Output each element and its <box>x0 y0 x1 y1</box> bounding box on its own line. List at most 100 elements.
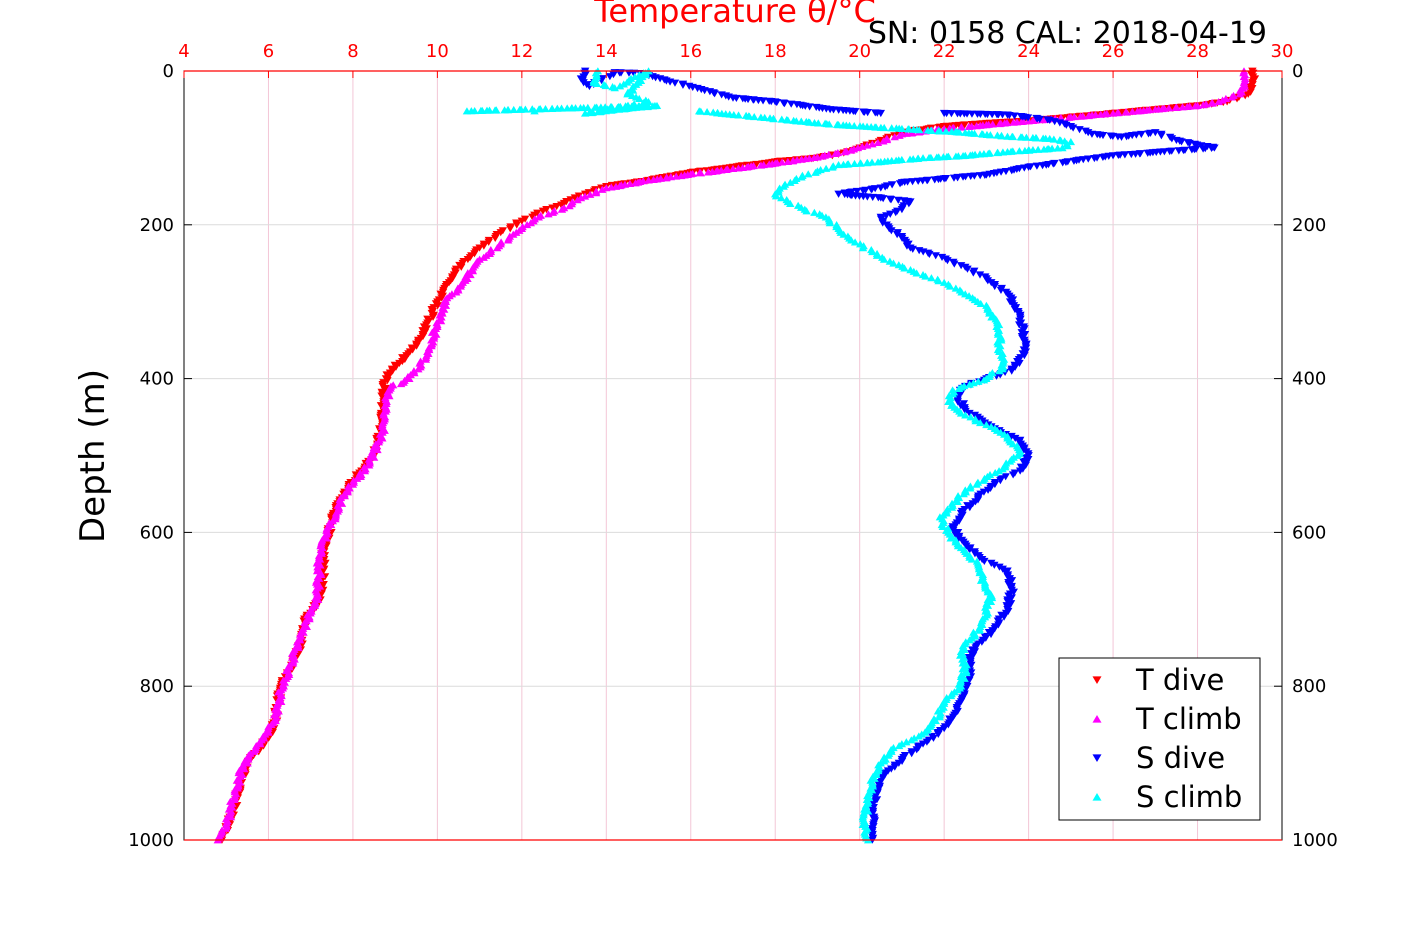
data-point <box>226 813 236 821</box>
data-point <box>1009 588 1018 596</box>
data-point <box>934 277 943 285</box>
data-point <box>452 288 461 296</box>
data-point <box>696 107 705 115</box>
data-point <box>965 504 975 512</box>
data-point <box>1174 147 1184 155</box>
data-point <box>996 286 1006 294</box>
data-point <box>851 108 860 116</box>
data-point <box>626 74 636 82</box>
data-point <box>383 377 392 385</box>
data-point <box>879 123 889 132</box>
legend-entry: T dive <box>1092 663 1224 697</box>
legend-box <box>1058 657 1261 821</box>
data-point <box>983 486 993 494</box>
data-point <box>1008 471 1018 479</box>
data-point <box>463 256 473 264</box>
data-point <box>902 242 912 250</box>
data-point <box>802 207 811 215</box>
data-point <box>462 107 472 115</box>
data-point <box>1187 146 1197 154</box>
data-point <box>956 123 966 131</box>
data-point <box>1015 321 1024 329</box>
data-point <box>935 713 944 721</box>
y-tick-label-right-5: 1000 <box>1292 830 1338 851</box>
data-point <box>484 238 493 246</box>
data-point <box>428 313 438 321</box>
data-point <box>976 419 985 427</box>
data-point <box>591 189 601 197</box>
data-point <box>662 174 671 182</box>
data-point <box>914 732 924 740</box>
data-point <box>966 484 975 492</box>
data-point <box>414 365 423 373</box>
data-point <box>965 409 974 417</box>
data-point <box>1214 97 1223 106</box>
data-point <box>954 384 964 393</box>
data-point <box>1076 112 1085 120</box>
data-point <box>1117 109 1127 117</box>
data-point <box>840 148 850 156</box>
data-point <box>964 122 974 130</box>
data-point <box>956 402 966 410</box>
x-tick-label-4: 12 <box>510 41 533 62</box>
data-point <box>941 127 951 135</box>
data-point <box>1015 147 1024 155</box>
data-point <box>1178 103 1187 111</box>
data-point <box>1096 110 1105 118</box>
data-point <box>1020 352 1029 360</box>
data-point <box>1010 112 1019 120</box>
data-point <box>625 179 635 188</box>
data-point <box>765 160 774 168</box>
data-point <box>976 299 985 307</box>
data-point <box>1122 108 1131 116</box>
data-point <box>887 227 896 235</box>
data-point <box>402 352 411 360</box>
data-point <box>364 461 374 469</box>
x-tick-label-5: 14 <box>595 41 618 62</box>
data-point <box>951 152 961 160</box>
data-point <box>520 215 530 223</box>
data-point <box>1053 144 1062 152</box>
data-point <box>422 325 431 333</box>
data-point <box>970 648 980 656</box>
data-point <box>1117 133 1126 141</box>
data-point <box>963 265 972 273</box>
data-point <box>897 124 907 133</box>
data-point <box>993 149 1003 157</box>
x-tick-label-6: 16 <box>679 41 702 62</box>
data-point <box>544 210 553 218</box>
data-point <box>1032 162 1042 170</box>
data-point <box>969 269 978 277</box>
data-point <box>1023 114 1033 122</box>
data-point <box>1069 157 1079 165</box>
y-tick-label-left-4: 800 <box>140 676 174 697</box>
data-point <box>631 179 640 187</box>
data-point <box>879 255 889 263</box>
data-point <box>1020 146 1030 155</box>
data-point <box>939 278 949 286</box>
data-point <box>1208 99 1217 107</box>
data-point <box>1038 162 1047 170</box>
data-point <box>797 173 806 181</box>
data-point <box>979 476 988 484</box>
series-s-climb <box>462 67 1076 844</box>
data-point <box>369 453 379 461</box>
data-point <box>1010 306 1020 314</box>
data-point <box>988 627 997 635</box>
data-point <box>825 219 835 227</box>
legend-entry: S climb <box>1092 780 1242 814</box>
data-point <box>517 217 527 225</box>
data-point <box>580 109 590 117</box>
data-point <box>1207 144 1216 152</box>
data-point <box>1010 363 1020 371</box>
data-point <box>734 164 743 172</box>
data-point <box>971 417 980 425</box>
data-point <box>927 274 936 282</box>
data-point <box>772 98 781 107</box>
data-point <box>967 110 977 118</box>
data-point <box>610 84 619 92</box>
data-point <box>894 742 904 750</box>
data-point <box>607 183 616 191</box>
data-point <box>962 542 971 550</box>
data-point <box>892 231 902 239</box>
